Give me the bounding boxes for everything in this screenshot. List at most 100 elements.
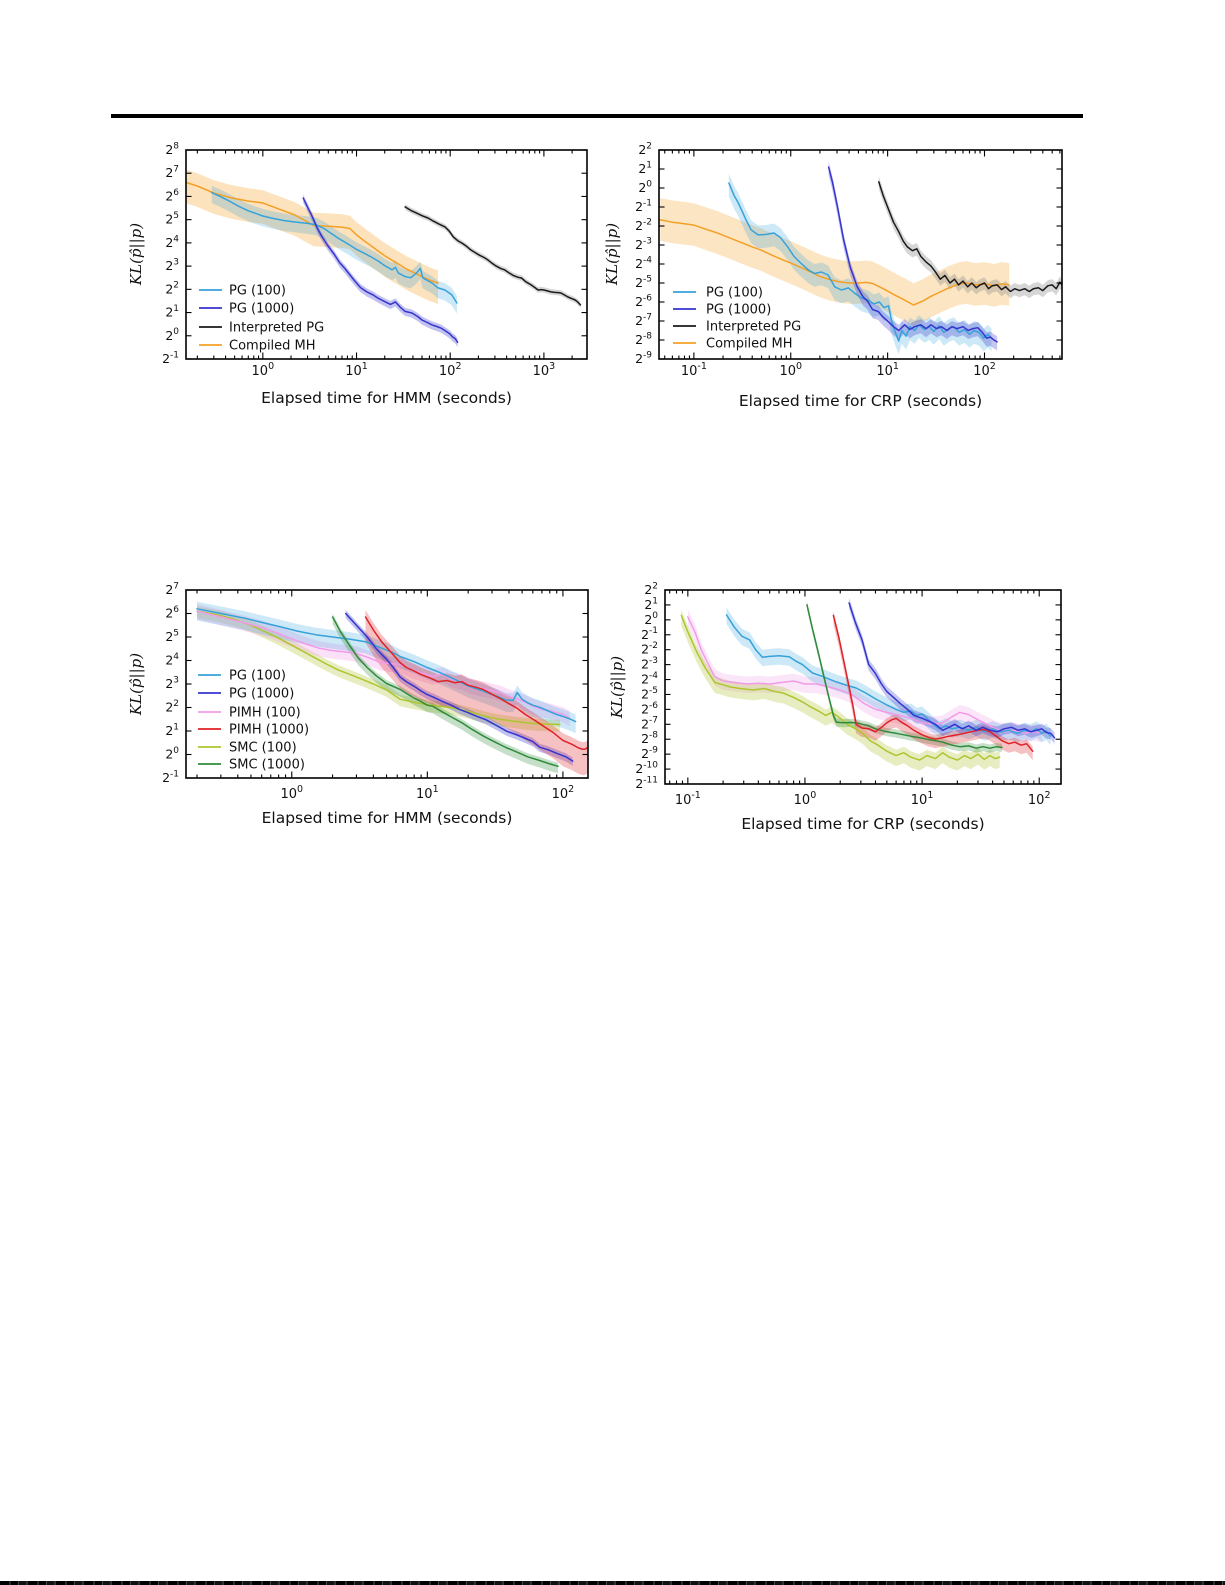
y-tick-labels: 28 27 26 25 24 23 22 21 20 2-1 xyxy=(162,141,179,366)
bottom-rule xyxy=(0,1581,1225,1585)
y-tick-label: 2-7 xyxy=(641,716,658,732)
y-tick-label: 2-9 xyxy=(641,746,658,762)
x-ticks xyxy=(664,150,1061,359)
y-tick-label: 22 xyxy=(165,281,179,297)
series-line-pg-1000 xyxy=(827,166,998,343)
legend-label-compiled-mh: Compiled MH xyxy=(706,337,793,352)
x-tick-label: 100 xyxy=(779,361,802,379)
series-line-smc-1000 xyxy=(331,616,559,768)
y-axis-title: KL(p̂||p) xyxy=(603,223,621,286)
x-ticks xyxy=(669,590,1040,784)
series-band-pimh-100 xyxy=(197,604,570,727)
x-tick-labels: 100 101 102 xyxy=(280,784,574,802)
series-line-interpreted-pg xyxy=(404,206,582,306)
y-tick-label: 20 xyxy=(638,179,652,195)
x-tick-label: 102 xyxy=(1028,790,1051,808)
legend-item-pg-1000: PG (1000) xyxy=(673,303,771,318)
y-tick-label: 2-5 xyxy=(641,686,658,702)
series-band-pg-1000 xyxy=(828,161,998,351)
y-tick-label: 21 xyxy=(165,722,179,738)
y-axis-title: KL(p̂||p) xyxy=(127,223,145,286)
y-tick-label: 25 xyxy=(165,628,179,644)
legend-item-smc-100: SMC (100) xyxy=(198,741,297,756)
legend-item-smc-1000: SMC (1000) xyxy=(198,758,305,773)
series-band-pimh-100 xyxy=(687,609,1042,743)
series-band-pg-1000 xyxy=(849,597,1055,744)
y-tick-label: 28 xyxy=(165,141,179,157)
y-tick-label: 27 xyxy=(165,581,179,597)
series-line-pg-1000 xyxy=(848,602,1056,739)
y-tick-label: 20 xyxy=(165,746,179,762)
legend-label-interpreted-pg: Interpreted PG xyxy=(706,320,801,335)
series-band-compiled-mh xyxy=(186,169,438,304)
series-band-pimh-1000 xyxy=(833,610,1033,761)
legend-label-pg-100: PG (100) xyxy=(229,669,286,684)
y-ticks xyxy=(659,149,1062,360)
series-line-smc-100 xyxy=(680,614,1001,761)
plot-area-crp-methods-top xyxy=(659,161,1062,355)
legend-item-pimh-100: PIMH (100) xyxy=(198,706,301,721)
y-tick-label: 25 xyxy=(165,211,179,227)
x-axis-title: Elapsed time for CRP (seconds) xyxy=(739,392,982,410)
y-tick-label: 2-1 xyxy=(162,350,179,366)
y-tick-label: 2-7 xyxy=(635,312,652,328)
y-tick-label: 2-1 xyxy=(635,198,652,214)
legend-label-pg-100: PG (100) xyxy=(706,286,763,301)
legend-item-pg-1000: PG (1000) xyxy=(198,687,294,702)
x-tick-label: 100 xyxy=(280,784,303,802)
series-line-pg-100 xyxy=(196,608,577,723)
legend-label-pg-1000: PG (1000) xyxy=(229,302,294,317)
series-line-pg-100 xyxy=(725,614,1052,737)
y-tick-label: 2-10 xyxy=(635,760,658,776)
y-tick-label: 2-11 xyxy=(635,775,658,791)
series-band-interpreted-pg xyxy=(878,176,1062,299)
y-tick-label: 2-8 xyxy=(635,331,652,347)
legend-label-pg-1000: PG (1000) xyxy=(706,303,771,318)
plot-area-hmm-samplers-bottom xyxy=(196,601,588,776)
y-tick-label: 23 xyxy=(165,675,179,691)
series-line-pimh-1000 xyxy=(832,614,1034,752)
y-tick-labels: 2221202-12-22-32-42-52-62-72-82-92-102-1… xyxy=(635,581,658,791)
series-band-pimh-1000 xyxy=(365,610,588,776)
y-ticks xyxy=(186,149,587,360)
legend-label-pimh-1000: PIMH (1000) xyxy=(229,723,309,738)
plot-frame xyxy=(185,149,588,360)
y-tick-label: 2-3 xyxy=(635,236,652,252)
y-ticks xyxy=(665,589,1061,785)
series-line-pg-100 xyxy=(211,191,458,304)
y-tick-label: 2-6 xyxy=(641,701,658,717)
y-tick-label: 27 xyxy=(165,165,179,181)
y-tick-label: 2-6 xyxy=(635,293,652,309)
series-line-smc-100 xyxy=(196,610,561,726)
x-tick-labels: 100 101 102 103 xyxy=(252,361,556,379)
y-tick-label: 23 xyxy=(165,258,179,274)
series-line-pimh-100 xyxy=(687,616,1043,735)
series-band-smc-1000 xyxy=(332,613,558,774)
y-tick-label: 2-5 xyxy=(635,274,652,290)
y-tick-label: 21 xyxy=(165,304,179,320)
y-axis-title: KL(p̂||p) xyxy=(127,653,145,716)
x-tick-label: 102 xyxy=(973,361,996,379)
y-tick-label: 22 xyxy=(644,581,658,597)
x-tick-labels: 10-1 100 101 102 xyxy=(681,361,996,379)
x-axis-title: Elapsed time for CRP (seconds) xyxy=(741,815,984,833)
legend-item-interpreted-pg: Interpreted PG xyxy=(673,320,801,335)
x-tick-label: 102 xyxy=(552,784,575,802)
x-tick-label: 100 xyxy=(252,361,275,379)
plot-frame xyxy=(658,149,1063,360)
y-tick-labels: 27 26 25 24 23 22 21 20 2-1 xyxy=(162,581,179,785)
legend-item-pg-1000: PG (1000) xyxy=(199,302,294,317)
y-tick-label: 2-2 xyxy=(641,641,658,657)
y-tick-label: 2-4 xyxy=(641,671,658,687)
series-band-pg-100 xyxy=(197,601,576,734)
y-tick-label: 24 xyxy=(165,234,179,250)
x-tick-labels: 10-1 100 101 102 xyxy=(675,790,1051,808)
chart-hmm-samplers-bottom: 100 101 102 27 26 25 24 23 22 21 20 2-1 Elapsed time… xyxy=(127,581,589,827)
chart-crp-samplers-bottom: 10-1 100 101 102 2221202-12-22-32-42-52-62-7… xyxy=(608,581,1062,833)
y-ticks xyxy=(186,589,588,779)
plot-frame xyxy=(664,589,1062,785)
y-axis-title: KL(p̂||p) xyxy=(608,656,626,719)
legend-label-smc-1000: SMC (1000) xyxy=(229,758,305,773)
series-line-pg-1000 xyxy=(344,612,574,762)
x-ticks xyxy=(196,150,573,359)
